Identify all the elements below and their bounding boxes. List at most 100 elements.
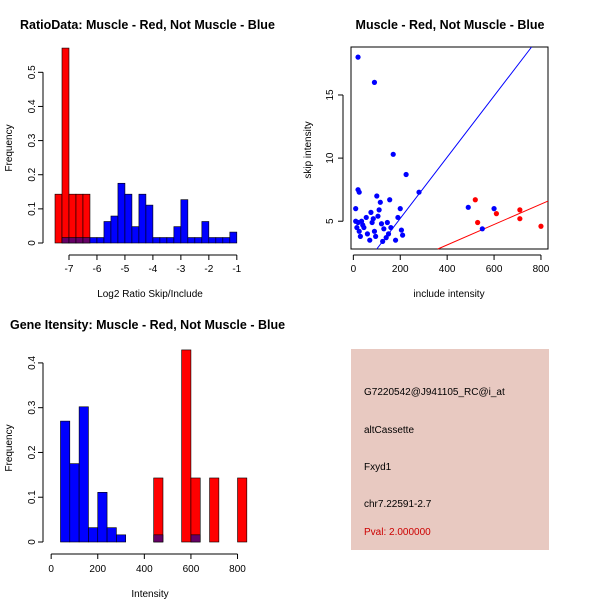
scatter-point-blue-41 [465,204,471,210]
scatter-point-blue-4 [356,189,362,195]
ratio-bar-blue-23 [222,237,231,244]
scatter-point-red-1 [475,219,481,226]
ratio-bar-blue-6 [103,221,112,244]
gene-bar-red-4 [237,477,248,543]
scatter-point-blue-33 [388,224,394,231]
gene-x-tick-label-3: 600 [183,564,200,575]
scatter-x-tick-label-4: 800 [533,264,550,275]
scatter-point-blue-37 [398,227,405,233]
intensity-scatter-panel: Muscle - Red, Not Muscle - Blue include … [303,18,550,300]
ratio-bar-red-3 [75,193,84,244]
scatter-point-blue-26 [378,221,385,227]
scatter-point-blue-42 [479,226,485,232]
gene-bar-blue-4 [97,492,108,543]
scatter-point-red-4 [517,216,523,222]
gene-bar-blue-1 [69,463,80,543]
scatter-point-blue-43 [491,206,497,212]
ratio-bar-blue-15 [166,237,175,244]
ratio-histogram-axes: -7 -6 -5 -4 -3 -2 -1 0 0.1 0.2 0.3 0.4 0.5 [27,65,242,275]
intensity-scatter-plot [353,46,549,250]
scatter-point-blue-38 [399,232,406,238]
gene-bar-red-3 [209,477,220,543]
scatter-point-blue-2 [390,151,396,157]
ratio-bar-blue-11 [138,193,147,244]
scatter-point-blue-0 [355,54,361,60]
gene-name-text: Fxyd1 [364,462,392,473]
gene-intensity-xlabel: Intensity [131,589,168,600]
intensity-scatter-title: Muscle - Red, Not Muscle - Blue [356,18,545,32]
scatter-x-tick-label-2: 400 [439,264,456,275]
gene-x-tick-label-0: 0 [48,564,54,575]
intensity-scatter-ylabel: skip intensity [303,121,314,178]
location-text: chr7.22591-2.7 [364,499,432,510]
gene-bar-red-1 [181,349,192,543]
ratio-bar-blue-20 [201,221,210,244]
scatter-point-blue-28 [381,226,387,232]
ratio-bar-blue-21 [208,237,217,244]
gene-y-tick-label-2: 0.2 [27,445,38,459]
ratio-bar-blue-18 [187,237,196,244]
ratio-bar-blue-1 [68,237,77,244]
ratio-bar-blue-16 [173,226,182,244]
ratio-bar-blue-4 [89,237,98,244]
ratio-bar-blue-17 [180,199,189,244]
ratio-y-tick-label-5: 0.5 [27,65,38,79]
scatter-point-blue-31 [385,231,392,237]
probe-id-text: G7220542@J941105_RC@i_at [364,387,505,398]
scatter-point-blue-1 [371,79,378,85]
ratio-y-tick-label-1: 0.1 [27,201,38,215]
ratio-bar-blue-2 [75,237,84,244]
scatter-point-blue-35 [395,214,401,221]
ratio-bar-red-1 [61,47,70,244]
event-type-text: altCassette [364,425,415,436]
scatter-point-blue-9 [356,228,362,234]
scatter-point-blue-10 [357,233,363,239]
gene-bar-overlap-7 [153,534,164,543]
ratio-y-tick-label-0: 0 [27,240,38,246]
pval-text: Pval: 2.000000 [364,527,431,538]
ratio-bar-blue-8 [117,182,126,244]
ratio-bar-blue-13 [152,237,161,244]
intensity-scatter-xlabel: include intensity [413,289,484,300]
ratio-bar-red-2 [68,193,77,244]
scatter-x-tick-label-0: 0 [351,264,357,275]
scatter-point-red-5 [538,223,544,229]
ratio-bar-blue-22 [215,237,224,244]
ratio-x-tick-label-4: -3 [176,264,185,275]
ratio-bar-blue-3 [82,237,91,244]
gene-x-tick-label-2: 400 [136,564,153,575]
scatter-point-blue-20 [371,228,378,234]
scatter-y-tick-label-2: 15 [325,89,336,101]
gene-x-tick-label-1: 200 [89,564,106,575]
gene-bar-blue-5 [106,527,117,543]
ratio-x-tick-label-1: -6 [93,264,102,275]
ratio-histogram-xlabel: Log2 Ratio Skip/Include [97,289,203,300]
gene-bar-blue-2 [78,406,89,543]
ratio-bar-red-0 [54,193,63,244]
ratio-x-tick-label-0: -7 [65,264,74,275]
scatter-point-blue-14 [363,214,369,221]
scatter-point-red-3 [517,207,523,213]
ratio-x-tick-label-3: -4 [148,264,157,275]
ratio-bar-blue-5 [96,237,105,244]
scatter-point-red-2 [493,211,500,217]
ratio-y-tick-label-4: 0.4 [27,99,38,113]
ratio-bar-blue-19 [194,237,203,244]
gene-bar-overlap-8 [190,534,201,543]
ratio-bar-blue-10 [131,226,140,244]
gene-bar-blue-6 [116,534,127,543]
ratio-bar-blue-9 [124,193,133,244]
gene-y-tick-label-4: 0.4 [27,356,38,370]
scatter-point-blue-40 [416,189,422,195]
scatter-point-blue-39 [403,171,409,178]
scatter-point-blue-15 [364,231,371,237]
gene-bar-red-2 [190,477,201,543]
intensity-scatter-plot-box [350,46,549,250]
gene-bar-red-0 [153,477,164,543]
gene-y-tick-label-1: 0.1 [27,490,38,504]
ratio-histogram-bars [54,47,238,244]
intensity-scatter-axes: 0 200 400 600 800 5 10 15 [325,89,550,275]
ratio-bar-blue-12 [145,204,154,244]
